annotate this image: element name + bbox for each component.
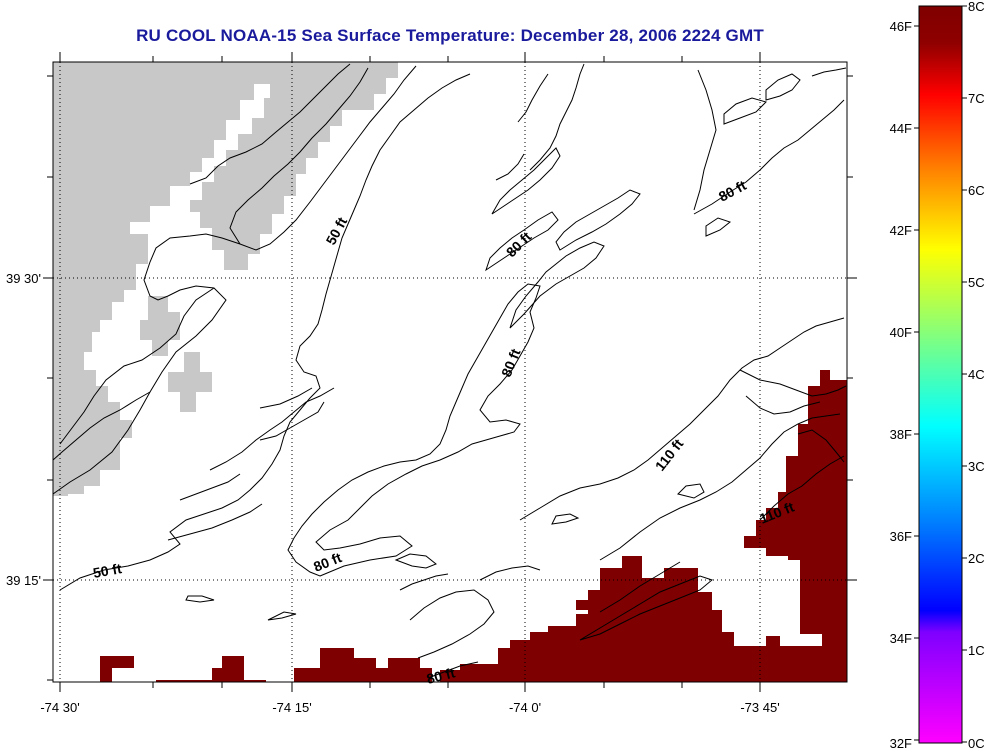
lon-tick-label: -74 30' <box>40 700 79 715</box>
contour-label: 80 ft <box>425 664 457 687</box>
graticule <box>53 62 847 682</box>
colorbar-gradient <box>918 5 963 744</box>
colorbar: 46F 44F 42F 40F 38F 36F 34F 32F 8C 7C 6C… <box>890 0 985 751</box>
colorbar-f-label: 46F <box>890 19 912 34</box>
colorbar-c-label: 5C <box>968 275 985 290</box>
colorbar-f-label: 36F <box>890 529 912 544</box>
sst-warm-region <box>100 370 847 682</box>
colorbar-f-label: 32F <box>890 736 912 751</box>
contour-label: 80 ft <box>311 549 344 575</box>
lon-tick-label: -74 0' <box>509 700 541 715</box>
contour-label: 80 ft <box>716 177 749 205</box>
colorbar-f-label: 38F <box>890 427 912 442</box>
contour-label: 110 ft <box>652 436 687 474</box>
page-title: RU COOL NOAA-15 Sea Surface Temperature:… <box>136 26 764 45</box>
lon-tick-label: -73 45' <box>740 700 779 715</box>
contour-label: 50 ft <box>92 560 123 581</box>
colorbar-c-label: 0C <box>968 736 985 751</box>
colorbar-f-label: 34F <box>890 631 912 646</box>
contour-label: 50 ft <box>323 214 351 247</box>
colorbar-f-label: 40F <box>890 325 912 340</box>
contour-label: 80 ft <box>498 346 524 379</box>
depth-contours <box>53 63 847 679</box>
lat-tick-label: 39 15' <box>6 573 41 588</box>
lon-tick-label: -74 15' <box>272 700 311 715</box>
colorbar-f-label: 42F <box>890 223 912 238</box>
lat-tick-label: 39 30' <box>6 271 41 286</box>
colorbar-c-label: 3C <box>968 459 985 474</box>
land-mass <box>53 62 398 496</box>
colorbar-c-label: 8C <box>968 0 985 14</box>
frame-ticks <box>43 52 857 692</box>
colorbar-c-label: 4C <box>968 367 985 382</box>
colorbar-f-label: 44F <box>890 121 912 136</box>
colorbar-c-label: 2C <box>968 551 985 566</box>
colorbar-c-label: 1C <box>968 643 985 658</box>
colorbar-c-label: 7C <box>968 91 985 106</box>
plot-frame <box>52 61 848 683</box>
colorbar-c-label: 6C <box>968 183 985 198</box>
